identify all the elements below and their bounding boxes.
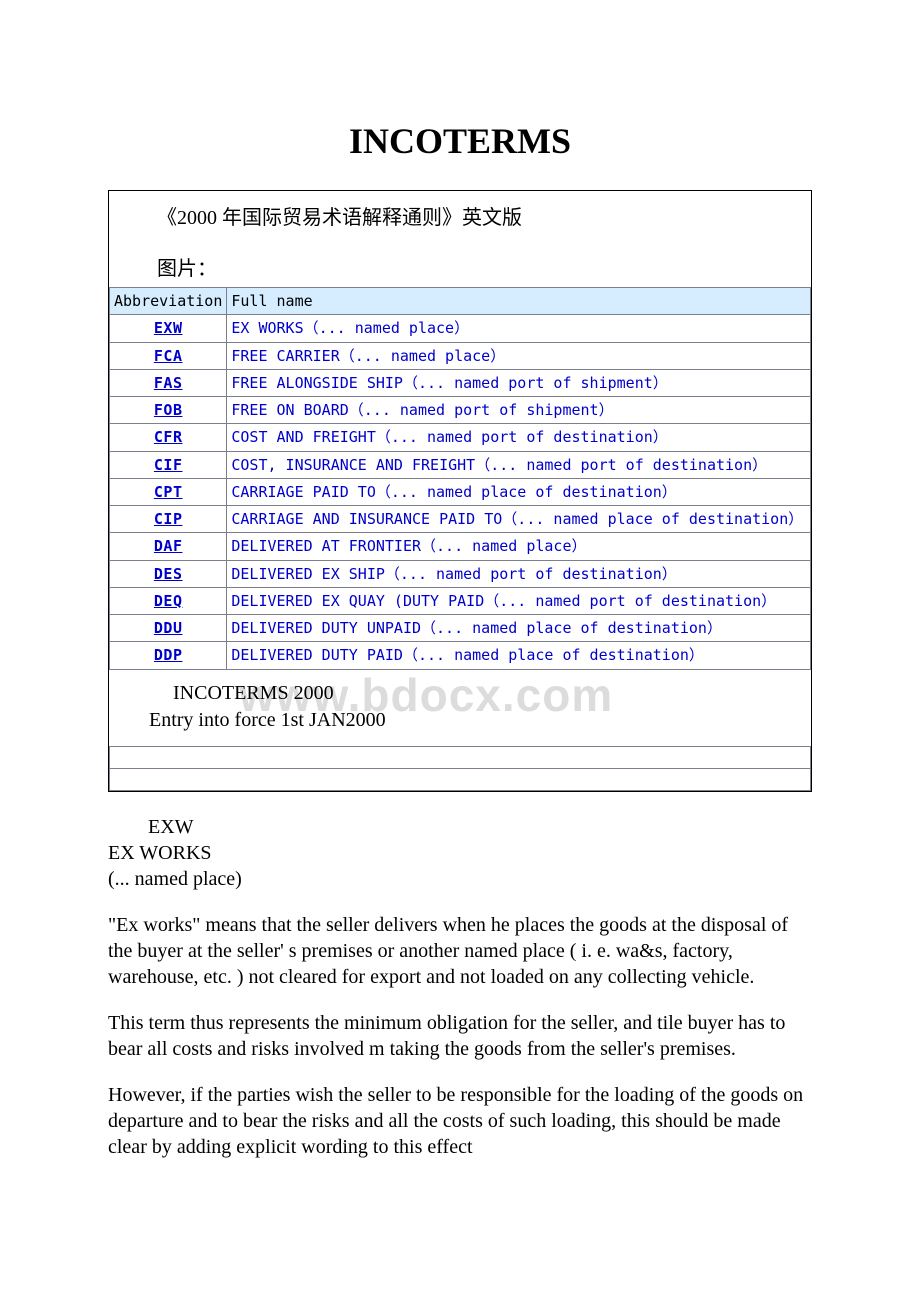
- abbr-link[interactable]: DEQ: [154, 592, 183, 610]
- page-title: INCOTERMS: [108, 120, 812, 162]
- document-page: INCOTERMS 《2000 年国际贸易术语解释通则》英文版 图片： Abbr…: [0, 0, 920, 1240]
- fullname-cell: DELIVERED EX QUAY (DUTY PAID（... named p…: [227, 587, 811, 614]
- table-row: CFR COST AND FREIGHT（... named port of de…: [110, 424, 811, 451]
- abbr-cell: FAS: [110, 369, 227, 396]
- after-line-2: Entry into force 1st JAN2000: [149, 707, 811, 734]
- table-row: DEQ DELIVERED EX QUAY (DUTY PAID（... name…: [110, 587, 811, 614]
- fullname-cell: COST, INSURANCE AND FREIGHT（... named po…: [227, 451, 811, 478]
- fullname-cell: FREE CARRIER（... named place）: [227, 342, 811, 369]
- abbr-link[interactable]: FOB: [154, 401, 183, 419]
- abbr-link[interactable]: DDP: [154, 646, 183, 664]
- table-row: DDP DELIVERED DUTY PAID（... named place o…: [110, 642, 811, 669]
- fullname-cell: EX WORKS（... named place）: [227, 315, 811, 342]
- fullname-cell: DELIVERED DUTY PAID（... named place of d…: [227, 642, 811, 669]
- abbr-link[interactable]: CIP: [154, 510, 183, 528]
- table-row: DDU DELIVERED DUTY UNPAID（... named place…: [110, 615, 811, 642]
- body-code: EXW: [108, 814, 812, 840]
- abbr-cell: CIP: [110, 506, 227, 533]
- body-fullname: EX WORKS: [108, 840, 812, 866]
- table-row: CPT CARRIAGE PAID TO（... named place of d…: [110, 478, 811, 505]
- blank-table: [109, 746, 811, 791]
- abbr-cell: FOB: [110, 397, 227, 424]
- fullname-cell: CARRIAGE PAID TO（... named place of dest…: [227, 478, 811, 505]
- body-para-2: This term thus represents the minimum ob…: [108, 1010, 812, 1062]
- abbr-cell: DES: [110, 560, 227, 587]
- abbr-cell: DEQ: [110, 587, 227, 614]
- table-row: DES DELIVERED EX SHIP（... named port of d…: [110, 560, 811, 587]
- table-row: CIP CARRIAGE AND INSURANCE PAID TO（... na…: [110, 506, 811, 533]
- table-row: FOB FREE ON BOARD（... named port of shipm…: [110, 397, 811, 424]
- table-row: FCA FREE CARRIER（... named place）: [110, 342, 811, 369]
- abbr-cell: CFR: [110, 424, 227, 451]
- abbr-cell: DDU: [110, 615, 227, 642]
- fullname-cell: DELIVERED EX SHIP（... named port of dest…: [227, 560, 811, 587]
- body-place: (... named place): [108, 866, 812, 892]
- after-table-block: www.bdocx.com INCOTERMS 2000 Entry into …: [109, 670, 811, 740]
- abbr-link[interactable]: CPT: [154, 483, 183, 501]
- table-row: DAF DELIVERED AT FRONTIER（... named place…: [110, 533, 811, 560]
- body-text: EXW EX WORKS (... named place) "Ex works…: [108, 792, 812, 1160]
- col-header-abbr: Abbreviation: [110, 288, 227, 315]
- abbr-link[interactable]: CIF: [154, 456, 183, 474]
- abbr-cell: EXW: [110, 315, 227, 342]
- abbr-cell: CIF: [110, 451, 227, 478]
- table-row: CIF COST, INSURANCE AND FREIGHT（... named…: [110, 451, 811, 478]
- abbr-link[interactable]: EXW: [154, 319, 183, 337]
- abbr-link[interactable]: FAS: [154, 374, 183, 392]
- fullname-cell: COST AND FREIGHT（... named port of desti…: [227, 424, 811, 451]
- table-header-row: Abbreviation Full name: [110, 288, 811, 315]
- table-row: EXW EX WORKS（... named place）: [110, 315, 811, 342]
- body-para-1: "Ex works" means that the seller deliver…: [108, 912, 812, 990]
- abbr-cell: DAF: [110, 533, 227, 560]
- abbr-link[interactable]: DAF: [154, 537, 183, 555]
- col-header-full: Full name: [227, 288, 811, 315]
- blank-row: [110, 746, 811, 768]
- abbr-link[interactable]: CFR: [154, 428, 183, 446]
- abbr-cell: CPT: [110, 478, 227, 505]
- fullname-cell: FREE ON BOARD（... named port of shipment…: [227, 397, 811, 424]
- body-para-3: However, if the parties wish the seller …: [108, 1082, 812, 1160]
- abbr-cell: FCA: [110, 342, 227, 369]
- fullname-cell: DELIVERED DUTY UNPAID（... named place of…: [227, 615, 811, 642]
- incoterms-table: Abbreviation Full name EXW EX WORKS（... n…: [109, 287, 811, 670]
- fullname-cell: CARRIAGE AND INSURANCE PAID TO（... named…: [227, 506, 811, 533]
- abbr-link[interactable]: DDU: [154, 619, 183, 637]
- image-label: 图片：: [109, 230, 811, 287]
- intro-text: 《2000 年国际贸易术语解释通则》英文版: [109, 191, 811, 230]
- content-box: 《2000 年国际贸易术语解释通则》英文版 图片： Abbreviation F…: [108, 190, 812, 792]
- blank-row: [110, 768, 811, 790]
- abbr-link[interactable]: DES: [154, 565, 183, 583]
- fullname-cell: DELIVERED AT FRONTIER（... named place）: [227, 533, 811, 560]
- fullname-cell: FREE ALONGSIDE SHIP（... named port of sh…: [227, 369, 811, 396]
- after-line-1: INCOTERMS 2000: [149, 680, 811, 707]
- table-row: FAS FREE ALONGSIDE SHIP（... named port of…: [110, 369, 811, 396]
- abbr-link[interactable]: FCA: [154, 347, 183, 365]
- abbr-cell: DDP: [110, 642, 227, 669]
